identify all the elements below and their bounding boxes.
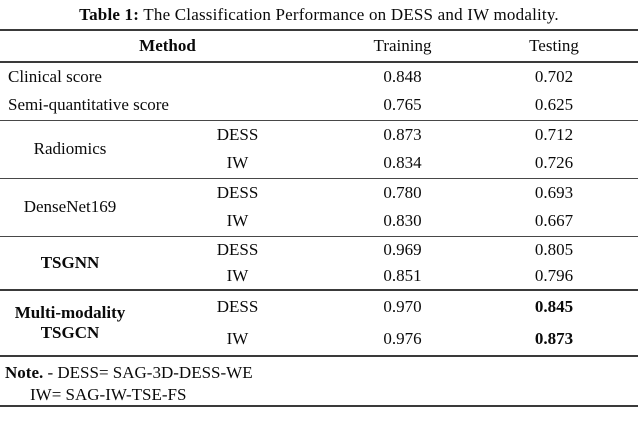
method-cell: Radiomics <box>33 139 107 158</box>
method-cell: Clinical score <box>8 67 102 86</box>
table-row-tsgnn-dess: TSGNN DESS 0.969 0.805 <box>0 236 638 272</box>
table-header-row: Method Training Testing <box>0 31 638 62</box>
testing-value-bold: 0.873 <box>534 329 574 348</box>
training-value: 0.851 <box>383 266 422 285</box>
table-row-densenet-dess: DenseNet169 DESS 0.780 0.693 <box>0 178 638 216</box>
training-value: 0.848 <box>383 67 422 86</box>
training-value: 0.765 <box>383 95 422 115</box>
header-training: Training <box>373 36 432 55</box>
testing-value: 0.726 <box>534 153 574 173</box>
modality-cell: DESS <box>216 239 259 259</box>
header-method: Method <box>139 36 196 55</box>
table-row-densenet-iw: IW 0.830 0.667 <box>0 207 638 236</box>
testing-value: 0.625 <box>534 95 574 115</box>
table-row-radiomics-iw: IW 0.834 0.726 <box>0 149 638 178</box>
training-value: 0.969 <box>383 239 422 259</box>
table-row-clinical: Clinical score 0.848 0.702 <box>0 62 638 91</box>
method-cell: Multi-modality TSGCN <box>0 290 140 356</box>
table-caption-number: Table 1: <box>79 5 140 24</box>
testing-value: 0.667 <box>534 211 574 231</box>
method-cell: Semi-quantitative score <box>8 95 169 115</box>
table-row-semi-quantitative: Semi-quantitative score 0.765 0.625 <box>0 91 638 120</box>
table-row-multimodality-dess: Multi-modality TSGCN DESS 0.970 0.845 <box>0 290 638 342</box>
training-value: 0.830 <box>383 211 422 231</box>
modality-cell: IW <box>226 266 249 285</box>
training-value: 0.976 <box>383 329 422 348</box>
header-testing: Testing <box>529 36 579 55</box>
method-line-2: TSGCN <box>40 323 100 342</box>
method-cell: DenseNet169 <box>23 197 117 216</box>
modality-cell: IW <box>226 211 249 231</box>
modality-cell: DESS <box>216 297 259 316</box>
modality-cell: DESS <box>216 182 259 202</box>
modality-cell: DESS <box>216 124 259 144</box>
performance-table: Method Training Testing Clinical score 0… <box>0 31 638 357</box>
training-value: 0.873 <box>383 124 422 144</box>
method-line-1: Multi-modality <box>14 303 126 322</box>
method-cell: TSGNN <box>40 252 100 272</box>
testing-value: 0.693 <box>534 182 574 202</box>
testing-value: 0.805 <box>534 239 574 259</box>
testing-value: 0.712 <box>534 124 574 144</box>
table-note: Note. - DESS= SAG-3D-DESS-WE IW= SAG-IW-… <box>0 357 638 407</box>
modality-cell: IW <box>226 153 249 173</box>
table-caption: Table 1: The Classification Performance … <box>0 0 638 31</box>
table-row-multimodality-iw: IW 0.976 0.873 <box>0 323 638 356</box>
testing-value-bold: 0.845 <box>534 297 574 316</box>
table-row-radiomics-dess: Radiomics DESS 0.873 0.712 <box>0 120 638 158</box>
note-dess-definition: - DESS= SAG-3D-DESS-WE <box>47 363 253 382</box>
training-value: 0.970 <box>383 297 422 316</box>
testing-value: 0.796 <box>534 266 574 285</box>
note-label: Note. <box>5 363 44 382</box>
table-caption-text: The Classification Performance on DESS a… <box>143 5 559 24</box>
testing-value: 0.702 <box>534 67 574 86</box>
training-value: 0.834 <box>383 153 422 173</box>
note-iw-definition: IW= SAG-IW-TSE-FS <box>30 385 187 404</box>
note-line-2: IW= SAG-IW-TSE-FS <box>0 384 638 406</box>
modality-cell: IW <box>226 329 249 348</box>
training-value: 0.780 <box>383 182 422 202</box>
table-row-tsgnn-iw: IW 0.851 0.796 <box>0 263 638 290</box>
note-line-1: Note. - DESS= SAG-3D-DESS-WE <box>0 361 638 384</box>
